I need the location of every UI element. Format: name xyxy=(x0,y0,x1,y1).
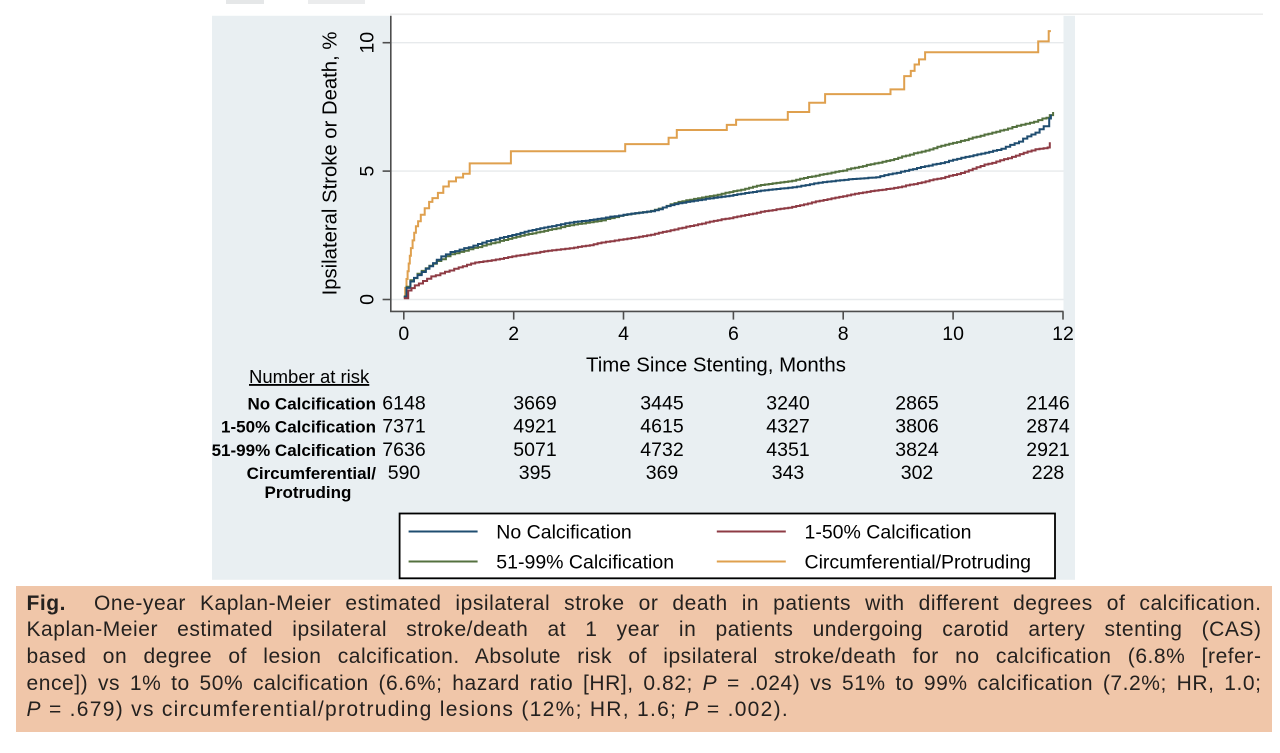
svg-text:No Calcification: No Calcification xyxy=(248,395,376,414)
svg-text:1-50% Calcification: 1-50% Calcification xyxy=(221,418,376,437)
svg-text:4: 4 xyxy=(618,323,629,345)
svg-text:2: 2 xyxy=(508,323,519,345)
svg-text:2865: 2865 xyxy=(895,393,939,415)
svg-text:4615: 4615 xyxy=(640,416,684,438)
svg-text:343: 343 xyxy=(772,462,805,484)
svg-text:2146: 2146 xyxy=(1026,393,1069,415)
svg-text:369: 369 xyxy=(646,462,679,484)
svg-text:2921: 2921 xyxy=(1026,439,1069,461)
svg-text:1-50% Calcification: 1-50% Calcification xyxy=(805,522,972,544)
svg-text:395: 395 xyxy=(519,462,552,484)
svg-text:Number at risk: Number at risk xyxy=(249,366,370,387)
svg-text:No Calcification: No Calcification xyxy=(496,522,631,544)
svg-text:5071: 5071 xyxy=(513,439,556,461)
svg-text:7371: 7371 xyxy=(382,416,425,438)
svg-text:590: 590 xyxy=(388,462,421,484)
svg-text:Protruding: Protruding xyxy=(265,483,352,502)
svg-text:0: 0 xyxy=(398,323,409,345)
svg-text:3824: 3824 xyxy=(895,439,939,461)
svg-text:Ipsilateral Stroke or Death, %: Ipsilateral Stroke or Death, % xyxy=(320,32,342,296)
svg-text:Circumferential/Protruding: Circumferential/Protruding xyxy=(805,552,1032,574)
svg-text:4921: 4921 xyxy=(513,416,556,438)
svg-text:Time Since Stenting, Months: Time Since Stenting, Months xyxy=(586,355,846,377)
svg-text:5: 5 xyxy=(357,166,379,177)
svg-text:4351: 4351 xyxy=(766,439,809,461)
svg-text:8: 8 xyxy=(838,323,849,345)
svg-text:Circumferential/: Circumferential/ xyxy=(247,464,377,483)
svg-text:4732: 4732 xyxy=(640,439,683,461)
svg-text:4327: 4327 xyxy=(766,416,809,438)
svg-text:0: 0 xyxy=(357,294,379,305)
svg-text:228: 228 xyxy=(1032,462,1065,484)
svg-text:51-99% Calcification: 51-99% Calcification xyxy=(212,441,376,460)
svg-text:51-99% Calcification: 51-99% Calcification xyxy=(496,552,674,574)
svg-text:7636: 7636 xyxy=(382,439,425,461)
svg-text:3445: 3445 xyxy=(640,393,684,415)
svg-text:6148: 6148 xyxy=(382,393,425,415)
svg-text:6: 6 xyxy=(728,323,739,345)
svg-text:2874: 2874 xyxy=(1026,416,1070,438)
svg-text:12: 12 xyxy=(1052,323,1074,345)
svg-text:10: 10 xyxy=(357,32,379,54)
svg-text:302: 302 xyxy=(901,462,934,484)
svg-text:3669: 3669 xyxy=(513,393,556,415)
svg-text:3806: 3806 xyxy=(895,416,938,438)
svg-text:10: 10 xyxy=(942,323,964,345)
svg-text:3240: 3240 xyxy=(766,393,810,415)
